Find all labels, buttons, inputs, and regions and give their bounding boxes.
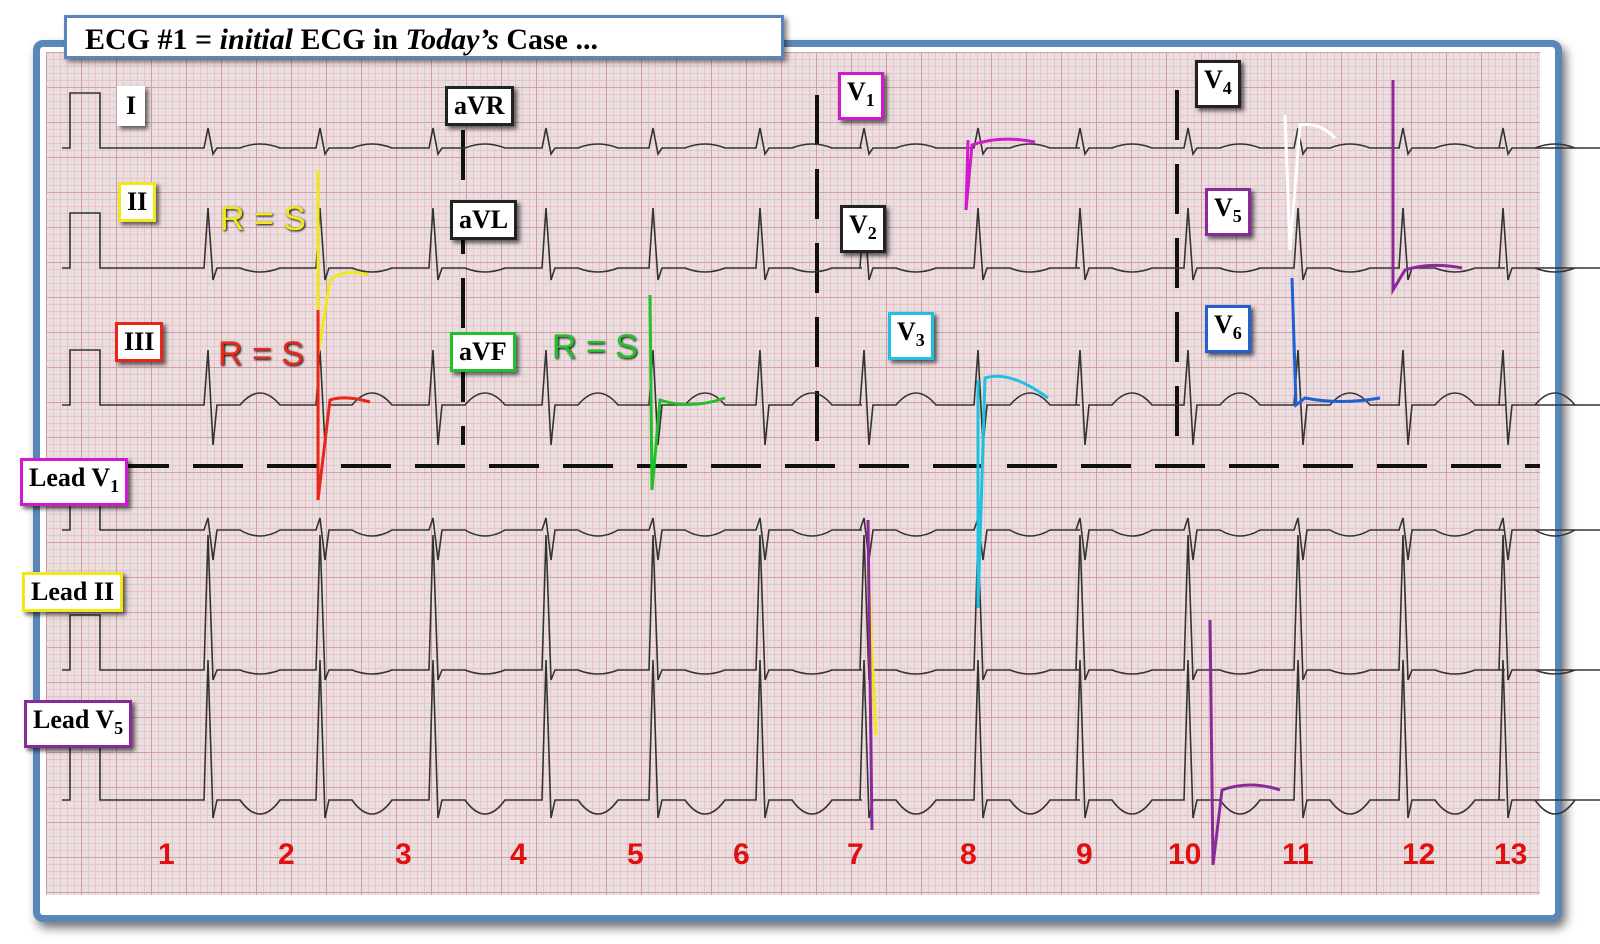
- lead-label: I: [117, 86, 146, 126]
- beat-number: 5: [627, 838, 644, 871]
- label-text: II: [127, 187, 148, 216]
- label-text: V: [1214, 193, 1233, 222]
- beat-number: 1: [158, 838, 175, 871]
- lead-label: V3: [888, 312, 934, 361]
- ecg-trace: [62, 474, 1600, 561]
- lead-label: aVL: [450, 200, 518, 240]
- title-part: Case ...: [498, 23, 598, 56]
- label-text: V: [897, 317, 916, 346]
- label-text: V: [847, 77, 866, 106]
- highlight: [648, 294, 726, 491]
- label-sub: 6: [1232, 323, 1242, 344]
- label-sub: 5: [1232, 206, 1242, 227]
- beat-number: 6: [733, 838, 750, 871]
- label-text: V: [1204, 65, 1223, 94]
- label-text: aVL: [459, 205, 509, 234]
- title-part: ECG #1 =: [85, 23, 220, 56]
- label-sub: 5: [114, 718, 124, 739]
- label-text: Lead V: [33, 705, 115, 734]
- title: ECG #1 = initial ECG in Today’s Case ...: [64, 15, 784, 59]
- title-part: Today’s: [405, 23, 499, 56]
- highlight: [976, 374, 1049, 609]
- label-sub: 1: [865, 90, 875, 111]
- highlight: [316, 310, 371, 501]
- rhythm-lead-label: Lead II: [22, 572, 124, 612]
- lead-label: aVR: [445, 86, 514, 126]
- ecg-trace: [62, 92, 1600, 157]
- label-text: Lead II: [31, 577, 115, 606]
- rhythm-lead-label: Lead V5: [24, 700, 133, 749]
- lead-label: V1: [838, 72, 884, 121]
- rhythm-lead-label: Lead V1: [20, 458, 129, 507]
- beat-number: 13: [1494, 838, 1528, 871]
- ecg-paper: [46, 52, 1540, 895]
- lead-label: V4: [1195, 60, 1241, 109]
- label-text: V: [1214, 310, 1233, 339]
- label-text: aVR: [454, 91, 505, 120]
- beat-number: 4: [510, 838, 527, 871]
- highlight: [964, 137, 1036, 211]
- highlight: [1208, 619, 1281, 866]
- annotation: R = S: [552, 328, 638, 366]
- ecg-trace: [62, 207, 1600, 281]
- label-sub: 3: [915, 330, 925, 351]
- label-sub: 4: [1222, 78, 1232, 99]
- ecg-trace: [62, 659, 1600, 819]
- ecg-trace: [62, 349, 1600, 446]
- label-sub: 1: [110, 476, 120, 497]
- annotation: R = S: [220, 200, 306, 238]
- label-text: aVF: [459, 337, 507, 366]
- lead-label: aVF: [450, 332, 516, 372]
- highlight: [1290, 277, 1381, 408]
- label-text: Lead V: [29, 463, 111, 492]
- highlight: [316, 170, 369, 356]
- label-text: III: [124, 327, 155, 356]
- beat-number: 9: [1076, 838, 1093, 871]
- beat-number: 11: [1282, 838, 1314, 871]
- label-text: I: [126, 91, 137, 120]
- lead-label: V2: [840, 205, 886, 254]
- label-text: V: [849, 210, 868, 239]
- title-part: ECG in: [292, 23, 406, 56]
- beat-number: 12: [1402, 838, 1436, 871]
- beat-number: 10: [1168, 838, 1202, 871]
- lead-label: III: [115, 322, 164, 362]
- lead-label: V5: [1205, 188, 1251, 237]
- annotation: R = S: [218, 335, 304, 373]
- beat-number: 8: [960, 838, 977, 871]
- lead-label: II: [118, 182, 157, 222]
- ecg-trace: [62, 534, 1600, 681]
- title-part: initial: [219, 23, 293, 56]
- highlight: [1391, 80, 1463, 296]
- beat-number: 2: [278, 838, 295, 871]
- highlight: [866, 519, 874, 831]
- highlight: [1283, 114, 1337, 251]
- beat-number: 3: [395, 838, 412, 871]
- lead-label: V6: [1205, 305, 1251, 354]
- beat-number: 7: [847, 838, 864, 871]
- label-sub: 2: [867, 223, 877, 244]
